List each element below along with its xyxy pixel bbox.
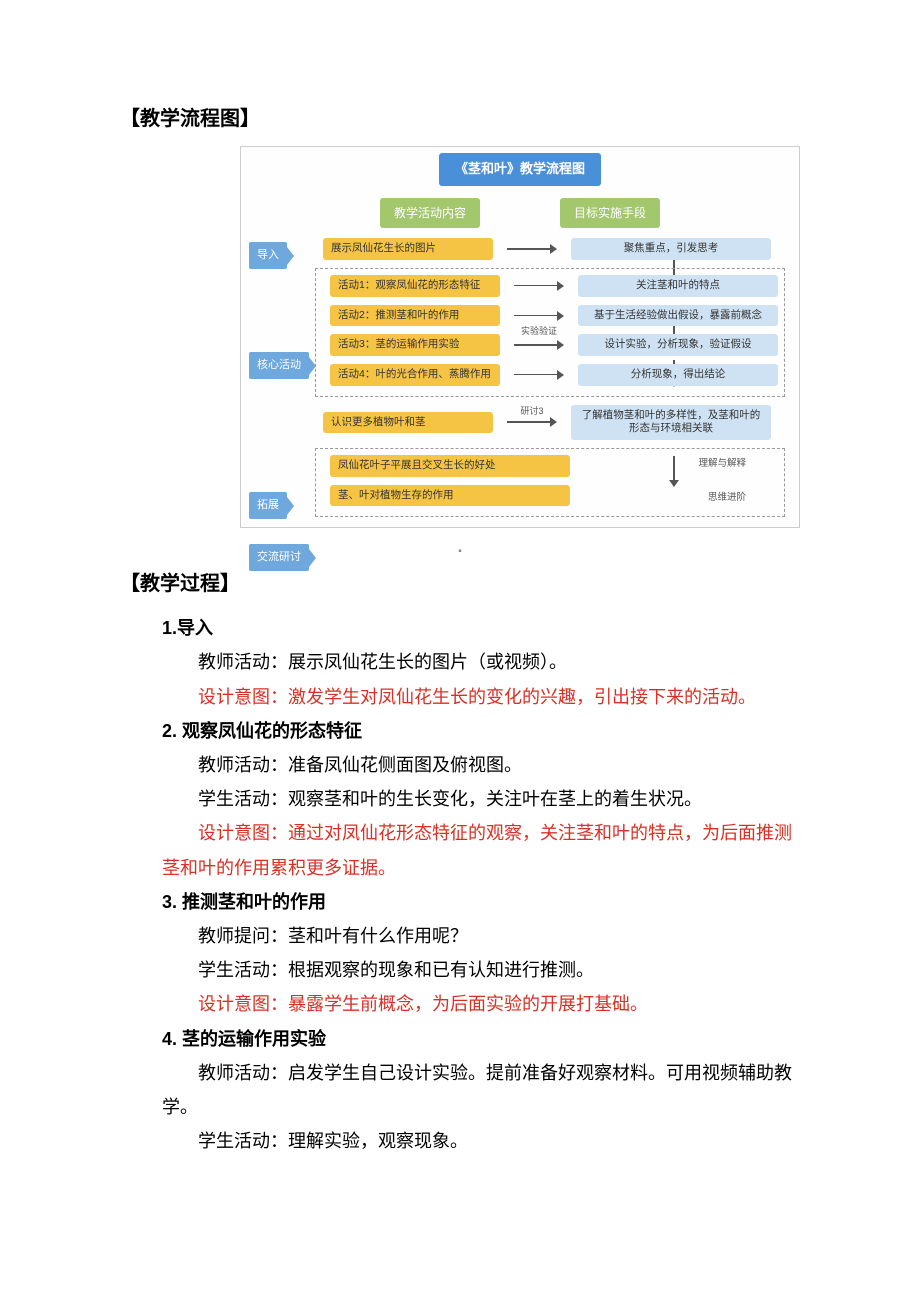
separator-dot: ▪: [120, 542, 800, 561]
row-a3: 活动3：茎的运输作用实验 设计实验，分析现象，验证假设: [330, 334, 778, 356]
box-a2-right: 基于生活经验做出假设，暴露前概念: [578, 305, 778, 327]
arrow-a2: 实验验证: [514, 311, 564, 321]
diagram-body: 导入 展示凤仙花生长的图片 聚焦重点，引发思考 核心活动 活动1：观察凤仙花的形…: [241, 234, 799, 527]
arrow-a4: [514, 370, 564, 380]
row-disc1: 凤仙花叶子平展且交叉生长的好处: [330, 455, 778, 477]
box-a3-left: 活动3：茎的运输作用实验: [330, 334, 500, 356]
box-ext-left: 认识更多植物叶和茎: [323, 412, 493, 434]
s4-title: 4. 茎的运输作用实验: [162, 1022, 800, 1056]
s3-title: 3. 推测茎和叶的作用: [162, 885, 800, 919]
s1-intent: 设计意图：激发学生对凤仙花生长的变化的兴趣，引出接下来的活动。: [162, 680, 800, 714]
s4-teacher-line1: 教师活动：启发学生自己设计实验。提前准备好观察材料。可用视频辅助教: [162, 1056, 800, 1090]
section-heading-flowchart: 【教学流程图】: [120, 100, 800, 138]
core-group: 活动1：观察凤仙花的形态特征 关注茎和叶的特点 活动2：推测茎和叶的作用 实验验…: [315, 268, 785, 397]
box-a3-right: 设计实验，分析现象，验证假设: [578, 334, 778, 356]
row-a1: 活动1：观察凤仙花的形态特征 关注茎和叶的特点: [330, 275, 778, 297]
s3-intent: 设计意图：暴露学生前概念，为后面实验的开展打基础。: [162, 987, 800, 1021]
box-disc2: 茎、叶对植物生存的作用: [330, 485, 570, 507]
box-intro-right: 聚焦重点，引发思考: [571, 238, 771, 260]
section-heading-process: 【教学过程】: [120, 565, 800, 603]
s1-teacher: 教师活动：展示凤仙花生长的图片（或视频）。: [162, 645, 800, 679]
s2-intent-line1: 设计意图：通过对凤仙花形态特征的观察，关注茎和叶的特点，为后面推测: [162, 816, 800, 850]
arrow-a1: [514, 281, 564, 291]
box-ext-right: 了解植物茎和叶的多样性，及茎和叶的形态与环境相关联: [571, 405, 771, 440]
s3-student: 学生活动：根据观察的现象和已有认知进行推测。: [162, 953, 800, 987]
stage-core: 核心活动: [249, 352, 309, 379]
col-head-right: 目标实施手段: [560, 198, 660, 229]
s3-teacher: 教师提问：茎和叶有什么作用呢？: [162, 919, 800, 953]
column-headers: 教学活动内容 目标实施手段: [241, 194, 799, 235]
flowchart-diagram: 《茎和叶》教学流程图 教学活动内容 目标实施手段 导入 展示凤仙花生长的图片 聚…: [240, 146, 800, 528]
col-head-left: 教学活动内容: [380, 198, 480, 229]
arrow-ext: 研讨3: [507, 417, 557, 427]
s2-teacher: 教师活动：准备凤仙花侧面图及俯视图。: [162, 748, 800, 782]
box-a4-left: 活动4：叶的光合作用、蒸腾作用: [330, 364, 500, 386]
box-intro-left: 展示凤仙花生长的图片: [323, 238, 493, 260]
arrow-a3: [514, 340, 564, 350]
row-intro: 展示凤仙花生长的图片 聚焦重点，引发思考: [323, 238, 789, 260]
box-a4-right: 分析现象，得出结论: [578, 364, 778, 386]
box-a2-left: 活动2：推测茎和叶的作用: [330, 305, 500, 327]
box-a1-right: 关注茎和叶的特点: [578, 275, 778, 297]
diagram-title: 《茎和叶》教学流程图: [439, 153, 601, 186]
s4-teacher-line2: 学。: [162, 1090, 800, 1124]
box-a1-left: 活动1：观察凤仙花的形态特征: [330, 275, 500, 297]
arrow-intro: [507, 244, 557, 254]
row-a2: 活动2：推测茎和叶的作用 实验验证 基于生活经验做出假设，暴露前概念: [330, 305, 778, 327]
box-disc1: 凤仙花叶子平展且交叉生长的好处: [330, 455, 570, 477]
s2-title: 2. 观察凤仙花的形态特征: [162, 714, 800, 748]
stage-intro: 导入: [249, 242, 287, 269]
stage-ext: 拓展: [249, 492, 287, 519]
arrow-ext-label: 研讨3: [507, 403, 557, 420]
s2-intent-line2: 茎和叶的作用累积更多证据。: [162, 851, 800, 885]
s1-title: 1.导入: [162, 611, 800, 645]
stage-disc: 交流研讨: [249, 544, 309, 571]
diagram-title-bar: 《茎和叶》教学流程图: [241, 147, 799, 194]
disc-group: 理解与解释 凤仙花叶子平展且交叉生长的好处 思维进阶 茎、叶对植物生存的作用: [315, 448, 785, 517]
flowchart-container: 《茎和叶》教学流程图 教学活动内容 目标实施手段 导入 展示凤仙花生长的图片 聚…: [240, 146, 800, 528]
s4-student: 学生活动：理解实验，观察现象。: [162, 1124, 800, 1158]
row-disc2: 茎、叶对植物生存的作用: [330, 485, 778, 507]
row-ext: 认识更多植物叶和茎 研讨3 了解植物茎和叶的多样性，及茎和叶的形态与环境相关联: [323, 405, 789, 440]
s2-student: 学生活动：观察茎和叶的生长变化，关注叶在茎上的着生状况。: [162, 782, 800, 816]
process-body: 1.导入 教师活动：展示凤仙花生长的图片（或视频）。 设计意图：激发学生对凤仙花…: [120, 611, 800, 1158]
row-a4: 活动4：叶的光合作用、蒸腾作用 分析现象，得出结论: [330, 364, 778, 386]
